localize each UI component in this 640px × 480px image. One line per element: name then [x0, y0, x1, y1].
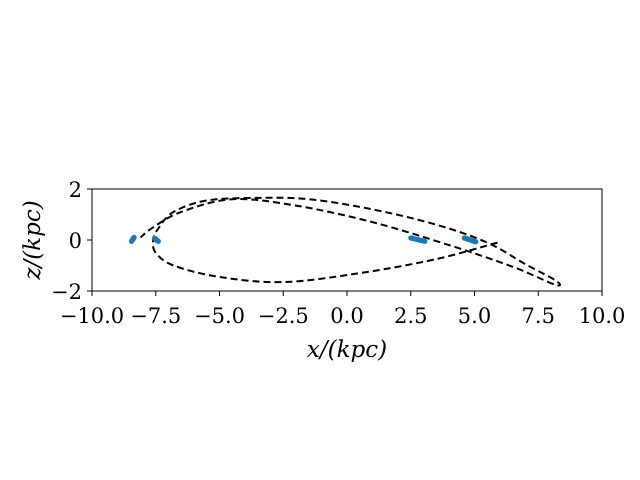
y-tick-label: 2: [69, 178, 82, 202]
data-point: [422, 238, 428, 244]
x-tick-label: −7.5: [130, 304, 181, 328]
data-point: [131, 234, 137, 240]
orbit-line: [139, 196, 562, 287]
x-tick-label: −5.0: [194, 304, 245, 328]
y-tick-label: 0: [69, 229, 82, 253]
y-axis-label: z/(kpc): [20, 200, 46, 280]
x-tick-label: 10.0: [579, 304, 626, 328]
ticks-layer: −10.0 −7.5 −5.0 −2.5 0.0 2.5 5.0 7.5 10.0 −2 0 2: [51, 178, 625, 328]
orbit-layer: [139, 196, 562, 287]
data-point: [155, 238, 161, 244]
x-tick-label: 5.0: [458, 304, 491, 328]
data-point: [473, 239, 479, 245]
x-tick-label: 7.5: [522, 304, 555, 328]
x-tick-label: 2.5: [394, 304, 427, 328]
x-tick-label: 0.0: [330, 304, 363, 328]
x-tick-label: −2.5: [258, 304, 309, 328]
x-axis-label: x/(kpc): [307, 337, 387, 363]
points-layer: [128, 234, 479, 245]
x-tick-label: −10.0: [60, 304, 124, 328]
y-tick-label: −2: [51, 280, 82, 304]
